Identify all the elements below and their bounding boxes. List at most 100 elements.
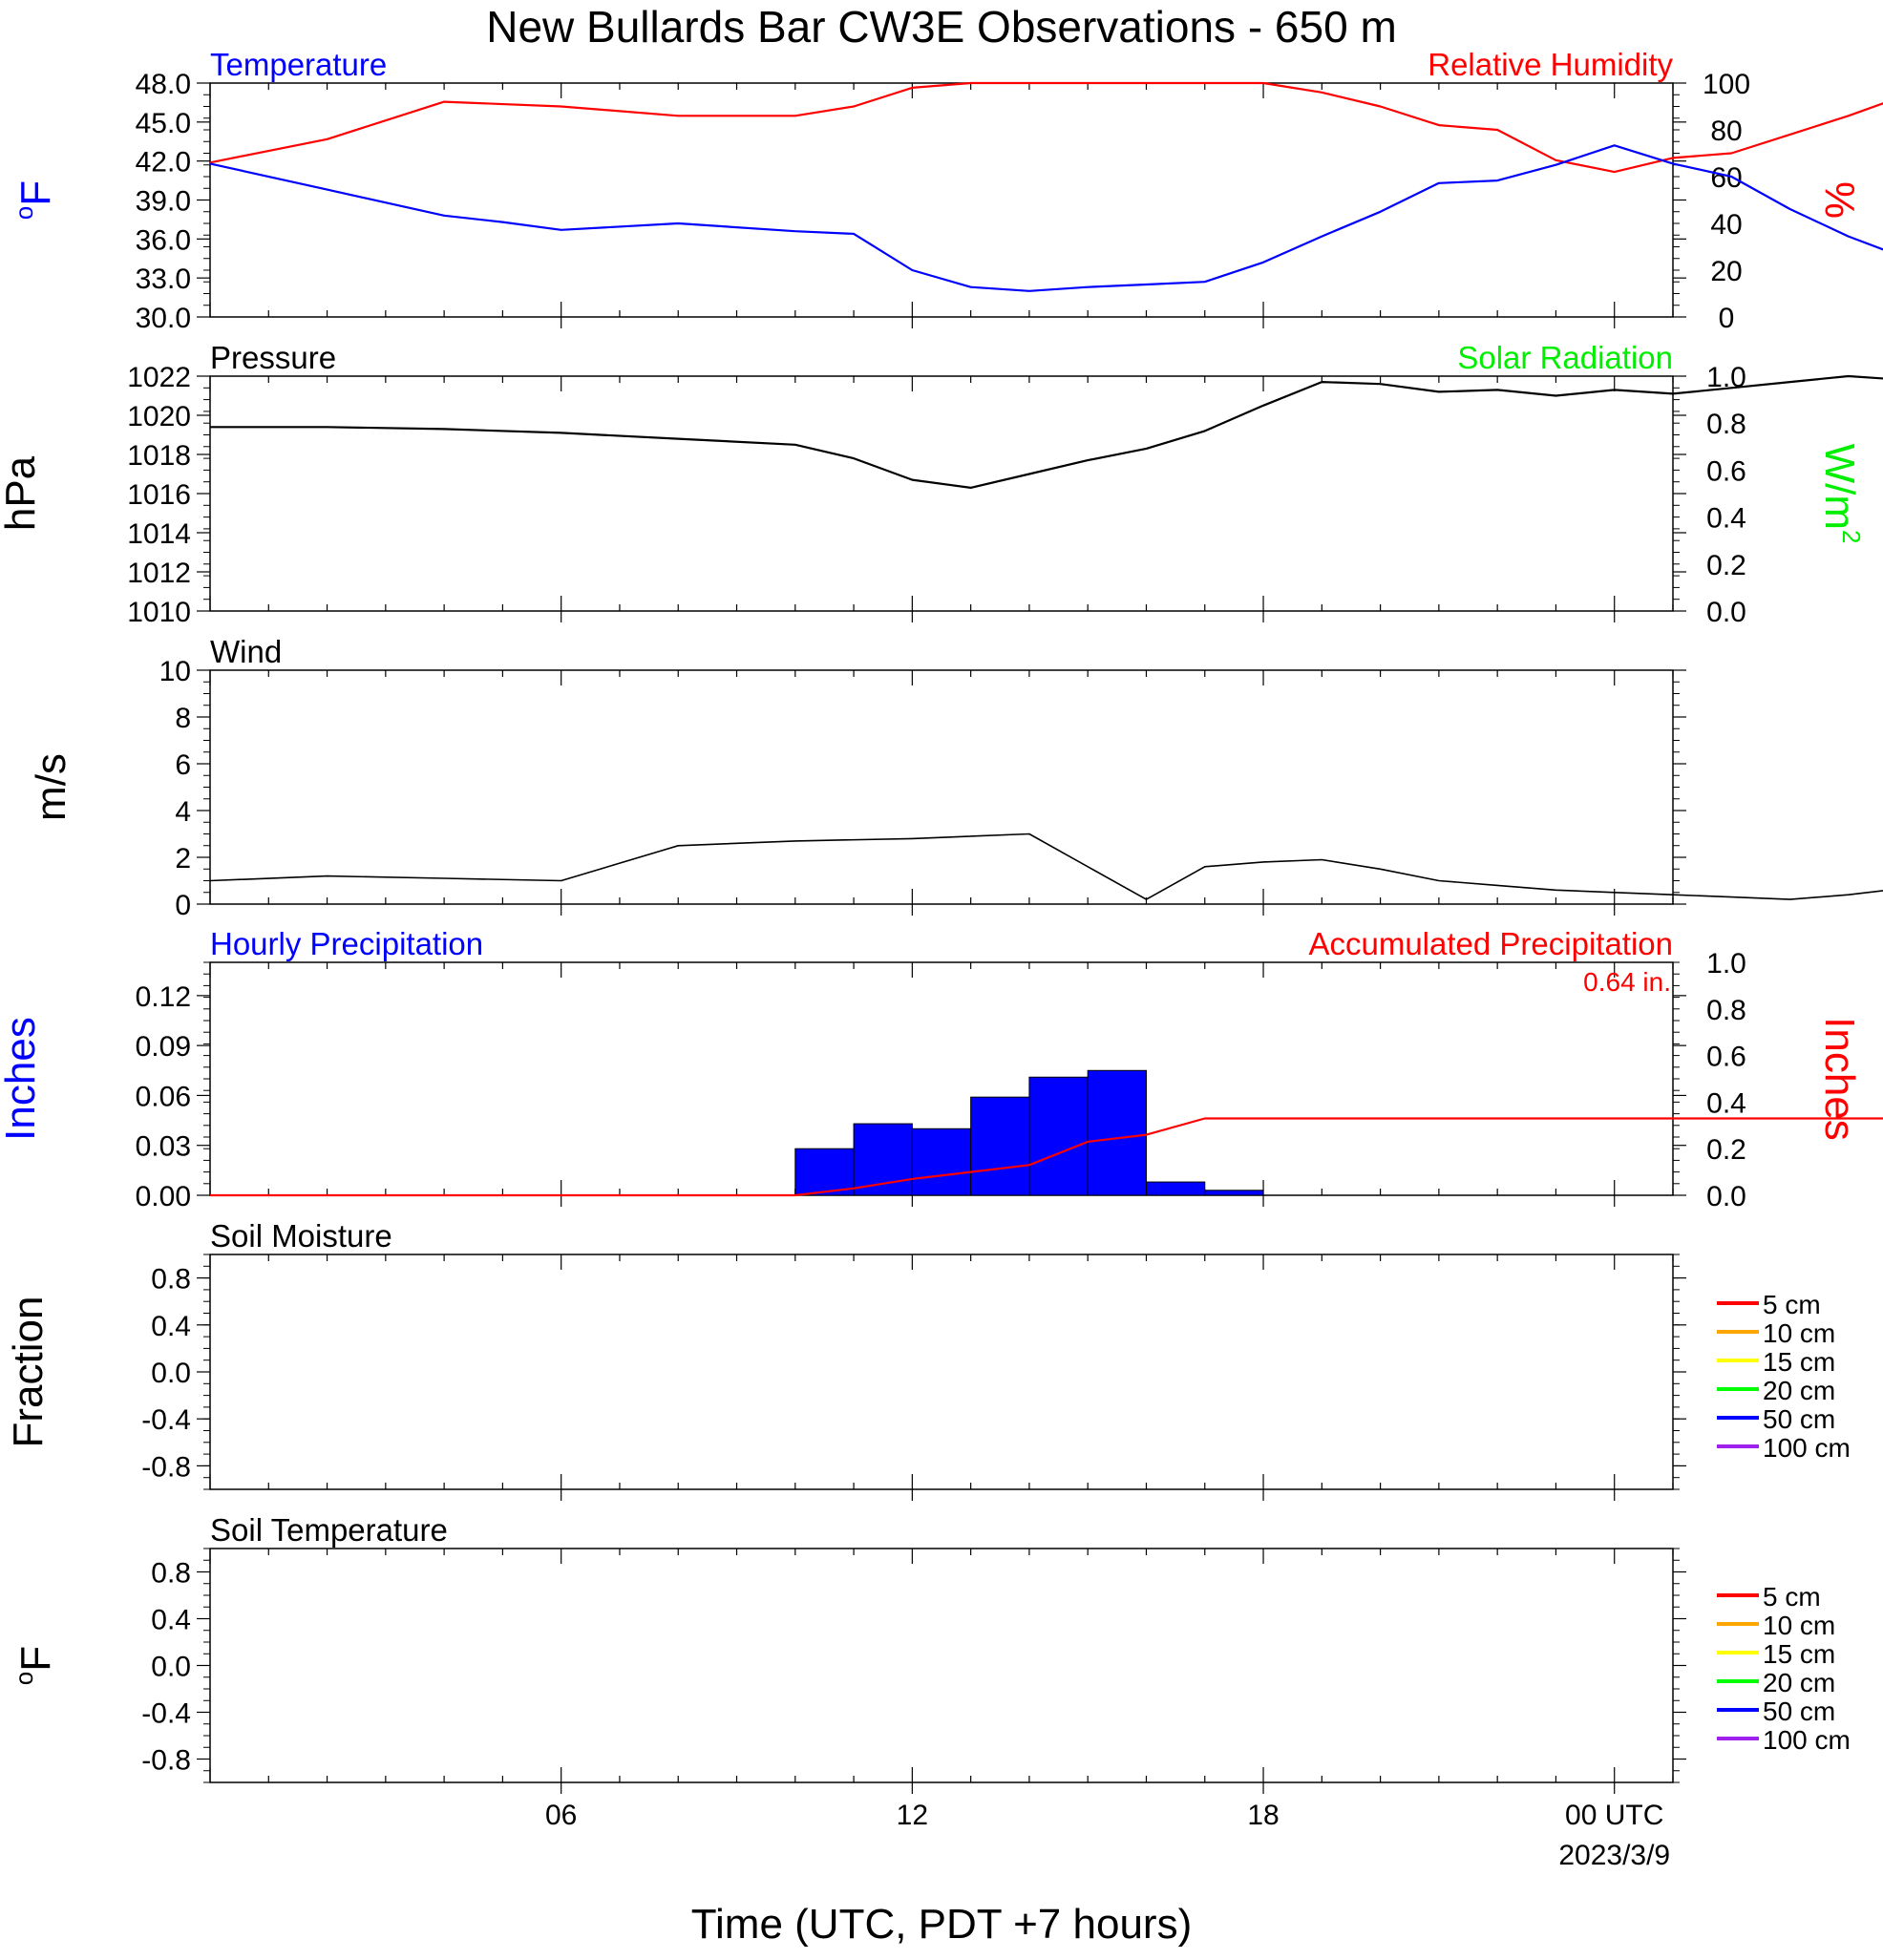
soil_temp-y-tick-label: -0.4 [141, 1698, 191, 1730]
precip-right-unit: Inches [1816, 1017, 1863, 1141]
pressure-left-title: Pressure [210, 340, 336, 375]
pressure-y-tick-label: 1016 [127, 479, 191, 511]
precip-y-tick-label: 0.12 [136, 981, 191, 1013]
wind-y-tick-label: 8 [175, 703, 191, 734]
temp_rh-unit-group: oF [10, 180, 59, 220]
wind-frame [209, 669, 1674, 905]
soil_temp-unit: oF [10, 1646, 59, 1685]
wind-y-tick-label: 4 [175, 796, 191, 828]
precip-bar [794, 1148, 855, 1196]
soil_moisture-y-tick-label: 0.4 [151, 1311, 191, 1342]
precip-y-tick-label: 0.06 [136, 1081, 191, 1112]
temp_rh-y2-tick-label: 80 [1710, 116, 1742, 147]
soil_temp-y-tick-label: 0.8 [151, 1558, 191, 1590]
pressure-right-title: Solar Radiation [1457, 340, 1673, 375]
precip-y2-tick-label: 0.6 [1706, 1042, 1746, 1073]
precip-unit: Inches [0, 1017, 44, 1141]
soil_moisture-frame [209, 1254, 1674, 1490]
accumulated-precip-line [210, 1117, 1883, 1197]
soil_temp-legend-label: 5 cm [1763, 1582, 1821, 1612]
temp_rh-frame [209, 82, 1674, 318]
temp_rh-y2-tick-label: 60 [1710, 162, 1742, 194]
pressure-y-tick-label: 1012 [127, 558, 191, 589]
precip-right-title: Accumulated Precipitation [1308, 926, 1673, 961]
pressure-y2-tick-label: 0.6 [1706, 455, 1746, 487]
soil_moisture-legend-label: 50 cm [1763, 1404, 1835, 1434]
precip-bar [1087, 1069, 1147, 1196]
soil_temp-legend-label: 50 cm [1763, 1697, 1835, 1726]
soil_temp-left-title: Soil Temperature [210, 1512, 448, 1548]
soil_temp-legend-label: 15 cm [1763, 1639, 1835, 1669]
soil_moisture-y-tick-label: -0.8 [141, 1451, 191, 1483]
pressure-y2-tick-label: 0.8 [1706, 409, 1746, 440]
temp_rh-y-tick-label: 45.0 [136, 108, 191, 139]
wind-unit: m/s [28, 753, 74, 821]
precip-y2-tick-label: 0.0 [1706, 1181, 1746, 1212]
pressure-right-unit: W/m2 [1816, 444, 1866, 544]
x-axis-label: Time (UTC, PDT +7 hours) [691, 1901, 1192, 1948]
wind-y-tick-label: 0 [175, 890, 191, 921]
soil_moisture-left-title: Soil Moisture [210, 1218, 392, 1254]
precip-y-tick-label: 0.09 [136, 1031, 191, 1063]
precip-y-tick-label: 0.03 [136, 1131, 191, 1163]
soil_moisture-legend-label: 100 cm [1763, 1433, 1851, 1463]
precip-left-title: Hourly Precipitation [210, 926, 483, 961]
pressure-frame [209, 375, 1674, 612]
temp_rh-right-title: Relative Humidity [1428, 47, 1673, 82]
precip-y2-tick-label: 1.0 [1706, 948, 1746, 980]
wind-left-title: Wind [210, 634, 282, 669]
soil_moisture-legend-label: 15 cm [1763, 1347, 1835, 1377]
x-tick-label: 06 [545, 1800, 577, 1831]
soil_temp-legend-label: 20 cm [1763, 1668, 1835, 1697]
soil_moisture-legend-label: 5 cm [1763, 1290, 1821, 1319]
x-tick-label: 00 UTC [1565, 1800, 1663, 1831]
wind-speed-line [209, 832, 1883, 900]
temp_rh-left-title: Temperature [210, 47, 387, 82]
soil_moisture-unit: Fraction [5, 1296, 52, 1448]
soil_temp-unit-group: oF [10, 1646, 59, 1685]
pressure-line [210, 374, 1883, 489]
precip-bar [1145, 1181, 1206, 1196]
precip-y-tick-label: 0.00 [136, 1181, 191, 1212]
precip-y2-tick-label: 0.4 [1706, 1087, 1746, 1119]
precip-y2-tick-label: 0.2 [1706, 1134, 1746, 1166]
precip-bar [1204, 1190, 1264, 1196]
temp_rh-unit: oF [10, 180, 59, 220]
temperature-line [209, 144, 1883, 292]
pressure-y2-tick-label: 0.2 [1706, 550, 1746, 581]
x-tick-label: 12 [897, 1800, 928, 1831]
temp_rh-y-tick-label: 39.0 [136, 186, 191, 218]
temp_rh-y-tick-label: 48.0 [136, 69, 191, 100]
wind-y-tick-label: 2 [175, 843, 191, 875]
temp_rh-y-tick-label: 30.0 [136, 303, 191, 334]
pressure-y-tick-label: 1010 [127, 597, 191, 628]
soil_moisture-y-tick-label: 0.0 [151, 1358, 191, 1389]
pressure-y-tick-label: 1014 [127, 518, 191, 550]
precip-total-label: 0.64 in. [1583, 967, 1671, 997]
soil_temp-frame [209, 1548, 1674, 1783]
pressure-y2-tick-label: 0.0 [1706, 597, 1746, 628]
pressure-y-tick-label: 1022 [127, 362, 191, 393]
precip-bar [970, 1096, 1030, 1196]
soil_temp-legend-label: 10 cm [1763, 1611, 1835, 1640]
temp_rh-y-tick-label: 36.0 [136, 224, 191, 256]
x-tick-label: 18 [1247, 1800, 1279, 1831]
precip-bar [1028, 1076, 1089, 1196]
soil_moisture-legend-label: 10 cm [1763, 1318, 1835, 1348]
soil_temp-legend-label: 100 cm [1763, 1725, 1851, 1755]
wind-y-tick-label: 6 [175, 749, 191, 781]
soil_moisture-legend-label: 20 cm [1763, 1376, 1835, 1405]
pressure-y2-tick-label: 0.4 [1706, 503, 1746, 535]
precip-y2-tick-label: 0.8 [1706, 995, 1746, 1026]
pressure-y-tick-label: 1020 [127, 401, 191, 432]
temp_rh-y2-tick-label: 20 [1710, 256, 1742, 287]
temp_rh-y-tick-label: 33.0 [136, 263, 191, 295]
precip-bar [911, 1128, 972, 1196]
soil_temp-y-tick-label: 0.0 [151, 1652, 191, 1683]
soil_moisture-y-tick-label: -0.4 [141, 1404, 191, 1436]
temp_rh-y2-tick-label: 100 [1703, 69, 1750, 100]
soil_moisture-y-tick-label: 0.8 [151, 1264, 191, 1296]
temp_rh-y-tick-label: 42.0 [136, 147, 191, 179]
